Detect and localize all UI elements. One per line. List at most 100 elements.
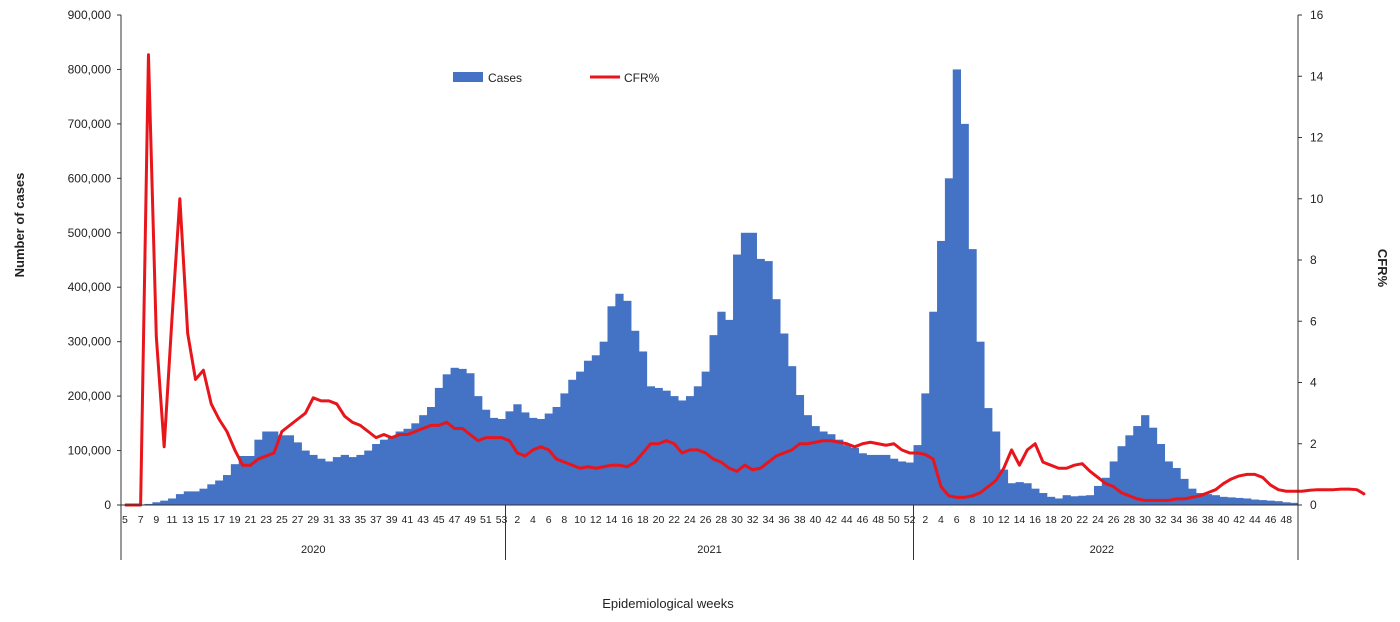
x-tick-label: 11: [167, 514, 178, 526]
cfr-point: [649, 442, 652, 445]
x-tick-label: 32: [1155, 514, 1167, 526]
x-tick-label: 50: [888, 514, 900, 526]
cfr-point: [335, 403, 338, 405]
cases-bar: [576, 371, 585, 505]
cases-bar: [654, 387, 663, 505]
cfr-point: [453, 427, 456, 430]
cfr-point: [1261, 476, 1264, 479]
cases-bar: [348, 457, 357, 505]
cases-bar: [913, 445, 922, 505]
cases-bar: [1046, 496, 1056, 505]
cfr-point: [1057, 467, 1060, 470]
y2-tick-label: 0: [1310, 498, 1317, 512]
cfr-point: [689, 449, 691, 451]
cfr-point: [838, 441, 840, 444]
cfr-point: [571, 464, 573, 466]
cases-bar: [1133, 426, 1142, 505]
y-tick-label: 200,000: [68, 389, 112, 403]
x-tick-label: 6: [954, 514, 960, 526]
cases-bar: [693, 386, 703, 505]
cases-bar: [474, 396, 483, 505]
cases-bar: [733, 254, 742, 505]
cases-bar: [254, 439, 263, 505]
cfr-point: [853, 446, 856, 448]
x-tick-label: 15: [198, 514, 210, 526]
cases-bar: [835, 439, 844, 505]
cases-bar: [670, 396, 679, 505]
cfr-point: [485, 436, 487, 439]
y2-tick-label: 6: [1310, 314, 1317, 328]
cfr-point: [532, 449, 534, 451]
cases-bar: [1031, 488, 1040, 505]
x-tick-label: 25: [276, 514, 288, 526]
legend-cfr-label: CFR%: [624, 71, 660, 85]
cases-bar: [262, 431, 271, 505]
cases-bar: [450, 367, 459, 505]
x-tick-label: 37: [370, 514, 382, 526]
x-tick-label: 34: [763, 514, 775, 526]
cases-bar: [921, 393, 930, 505]
cases-bar: [937, 240, 946, 505]
cfr-point: [540, 446, 542, 448]
bars-layer: [144, 69, 1299, 505]
cases-bar: [489, 417, 499, 505]
cfr-point: [759, 467, 762, 470]
cfr-point: [1034, 442, 1036, 445]
cases-bar: [717, 311, 726, 505]
cases-bar: [780, 333, 789, 505]
cases-bar: [521, 412, 530, 505]
y2-tick-label: 8: [1310, 253, 1317, 267]
cases-bar: [905, 462, 914, 505]
cfr-point: [547, 449, 550, 451]
line-layer: [124, 53, 1366, 507]
legend-cases-label: Cases: [488, 71, 522, 85]
cfr-point: [422, 427, 424, 430]
cfr-point: [908, 452, 911, 454]
cases-bar: [168, 498, 177, 505]
cases-bar: [317, 458, 326, 505]
cases-bar: [379, 439, 389, 505]
x-tick-label: 42: [825, 514, 837, 526]
cfr-point: [383, 433, 385, 436]
cases-bar: [725, 319, 734, 505]
cfr-point: [979, 491, 982, 494]
cfr-point: [626, 465, 628, 468]
cfr-point: [1026, 449, 1029, 451]
cases-bar: [991, 431, 1001, 505]
cfr-point: [375, 436, 377, 439]
x-tick-label: 44: [1249, 514, 1261, 526]
cfr-point: [1081, 462, 1084, 465]
cases-bar: [599, 341, 608, 505]
cfr-point: [736, 470, 738, 473]
x-tick-label: 38: [1202, 514, 1214, 526]
cfr-point: [728, 467, 730, 470]
x-tick-label: 8: [561, 514, 567, 526]
cfr-point: [822, 439, 825, 442]
cfr-point: [1159, 499, 1162, 502]
cfr-point: [312, 397, 315, 399]
cases-bar: [662, 390, 671, 505]
cfr-point: [1175, 498, 1178, 500]
cases-bar: [144, 503, 153, 505]
y-tick-label: 100,000: [68, 444, 112, 458]
x-tick-label: 21: [245, 514, 257, 526]
cfr-point: [877, 442, 879, 445]
y2-tick-label: 4: [1310, 376, 1317, 390]
cases-bar: [1180, 478, 1189, 505]
cfr-point: [1018, 464, 1021, 466]
cases-bar: [568, 379, 577, 505]
cfr-point: [995, 479, 997, 482]
cases-bar: [583, 360, 593, 505]
cases-bar: [882, 454, 891, 505]
x-tick-label: 36: [1186, 514, 1198, 526]
cases-bar: [340, 454, 349, 505]
cfr-point: [971, 495, 974, 497]
y2-tick-label: 10: [1310, 192, 1324, 206]
cfr-point: [602, 465, 605, 468]
y2-axis-title: CFR%: [1375, 249, 1390, 288]
cfr-point: [555, 458, 558, 460]
cfr-point: [618, 464, 621, 466]
cfr-point: [1206, 491, 1209, 494]
